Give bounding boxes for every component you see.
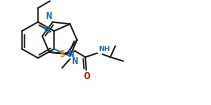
Text: S: S [60, 50, 65, 59]
Text: N: N [45, 12, 52, 21]
Text: O: O [84, 72, 91, 81]
Text: NH: NH [98, 46, 110, 52]
Text: N: N [43, 26, 50, 35]
Text: N: N [71, 57, 77, 66]
Text: N: N [68, 50, 74, 59]
